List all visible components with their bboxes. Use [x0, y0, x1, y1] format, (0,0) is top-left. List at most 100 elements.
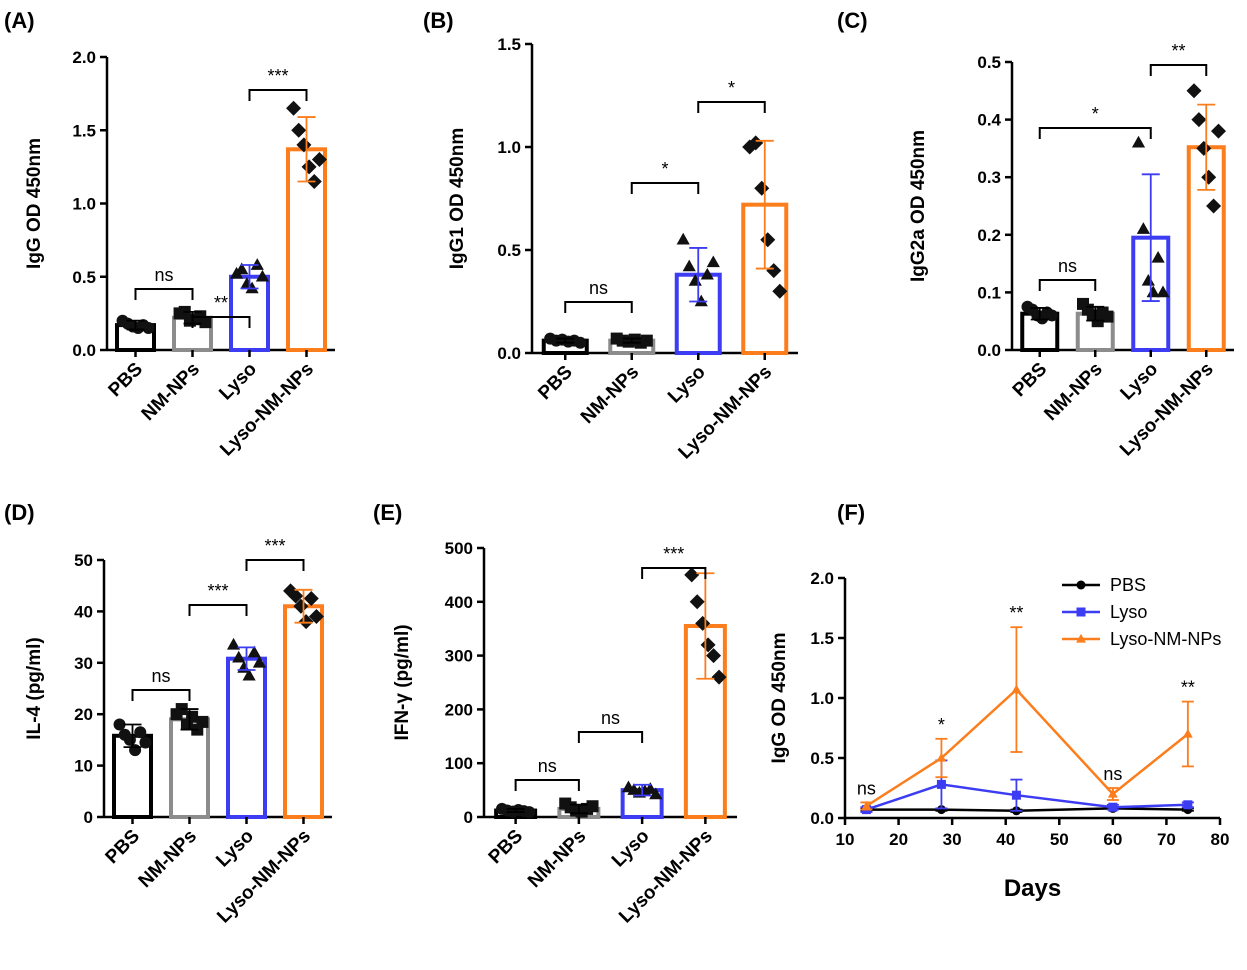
bracket-line	[131, 689, 191, 701]
significance-label: ns	[601, 708, 620, 728]
significance-label: ns	[538, 756, 557, 776]
y-tick-label: 50	[74, 551, 93, 570]
x-tick-label: 70	[1157, 830, 1176, 849]
y-tick-label: 40	[74, 602, 93, 621]
data-point	[649, 787, 663, 800]
bracket-line	[248, 89, 308, 101]
significance-bracket: ***	[188, 581, 248, 616]
data-point	[235, 262, 249, 275]
data-point	[113, 718, 126, 731]
category-label: Lyso	[608, 826, 654, 872]
data-point	[252, 655, 267, 668]
panel-label: (C)	[837, 8, 868, 33]
data-point	[1141, 273, 1155, 286]
data-point	[142, 322, 155, 335]
x-tick-label: 80	[1211, 830, 1230, 849]
data-point	[640, 334, 653, 347]
data-point	[695, 615, 711, 631]
category-label: Lyso	[1117, 359, 1163, 405]
y-tick-label: 0	[84, 808, 93, 827]
data-point	[308, 609, 324, 625]
data-point	[586, 800, 599, 813]
y-tick-label: 100	[445, 754, 473, 773]
data-point	[288, 588, 304, 604]
y-axis-label: IFN-γ (pg/ml)	[392, 624, 413, 740]
legend-label: Lyso-NM-NPs	[1110, 629, 1221, 649]
data-point	[711, 669, 727, 685]
significance-label: ***	[267, 66, 288, 86]
data-point	[574, 336, 587, 349]
y-axis-label: IgG2a OD 450nm	[908, 130, 929, 282]
category-label: PBS	[485, 826, 527, 868]
y-tick-label: 0.5	[977, 53, 1001, 72]
y-tick-label: 1.5	[72, 121, 96, 140]
category-label: PBS	[1009, 359, 1051, 401]
data-point	[298, 614, 314, 630]
y-tick-label: 2.0	[810, 569, 834, 588]
legend-label: PBS	[1110, 575, 1146, 595]
data-point	[760, 232, 776, 248]
x-tick-label: 50	[1050, 830, 1069, 849]
legend-marker	[1076, 607, 1086, 617]
y-tick-label: 2.0	[72, 48, 96, 67]
significance-label: **	[1181, 678, 1195, 698]
data-point	[936, 779, 946, 789]
panel-label: (B)	[423, 8, 454, 33]
data-point	[186, 710, 199, 723]
significance-bracket: ns	[577, 708, 644, 743]
data-point	[1211, 123, 1226, 139]
significance-label: ns	[1103, 764, 1122, 784]
y-tick-label: 10	[74, 757, 93, 776]
y-tick-label: 1.0	[497, 138, 521, 157]
panel-label: (A)	[4, 8, 35, 33]
bracket-line	[577, 731, 644, 743]
data-point	[301, 159, 317, 175]
y-tick-label: 0.5	[810, 749, 834, 768]
y-tick-label: 1.0	[810, 689, 834, 708]
significance-bracket: ns	[564, 278, 633, 313]
y-tick-label: 0.4	[977, 111, 1001, 130]
significance-label: ns	[154, 265, 173, 285]
category-label: Lyso	[215, 359, 261, 405]
category-label: PBS	[534, 362, 576, 404]
significance-bracket: *	[630, 159, 700, 194]
data-point	[861, 800, 872, 810]
data-point	[684, 567, 700, 583]
panel-e: (E) 0 100 200 300 400 500 IFN-γ (pg/ml) PBSNM-NP…	[373, 500, 737, 927]
bracket-line	[514, 779, 580, 791]
panel-f: (F) 0.0 0.5 1.0 1.5 2.0 10 20 30 40 50 60 70 80 IgG OD…	[769, 500, 1229, 902]
legend-item: PBS	[1062, 575, 1146, 595]
y-tick-label: 30	[74, 654, 93, 673]
y-tick-label: 500	[445, 539, 473, 558]
significance-label: **	[1009, 603, 1023, 623]
data-point	[682, 259, 696, 272]
data-point	[311, 152, 327, 168]
data-point	[772, 283, 788, 299]
significance-bracket: ***	[245, 536, 305, 571]
category-label: NM-NPs	[524, 826, 590, 892]
data-point	[250, 258, 264, 270]
legend: PBS Lyso Lyso-NM-NPs	[1062, 575, 1221, 649]
data-point	[1182, 728, 1193, 738]
y-axis-label: IgG OD 450nm	[769, 633, 790, 764]
significance-bracket: ***	[248, 66, 308, 101]
series-line	[866, 783, 1188, 811]
bracket-line	[564, 301, 633, 313]
significance-label: **	[1171, 41, 1185, 61]
category-label: PBS	[105, 359, 147, 401]
y-tick-label: 200	[445, 700, 473, 719]
y-tick-label: 1.5	[810, 629, 834, 648]
y-tick-label: 0.0	[497, 344, 521, 363]
significance-label: *	[728, 78, 735, 98]
data-point	[689, 594, 705, 610]
significance-bracket: ns	[131, 666, 191, 701]
y-tick-label: 0.1	[977, 283, 1001, 302]
category-label: NM-NPs	[1040, 359, 1106, 425]
data-point	[643, 782, 657, 794]
y-tick-label: 0.3	[977, 168, 1001, 187]
x-tick-label: 20	[889, 830, 908, 849]
y-tick-label: 0.2	[977, 226, 1001, 245]
data-point	[196, 715, 209, 728]
y-tick-label: 1.5	[497, 35, 521, 54]
